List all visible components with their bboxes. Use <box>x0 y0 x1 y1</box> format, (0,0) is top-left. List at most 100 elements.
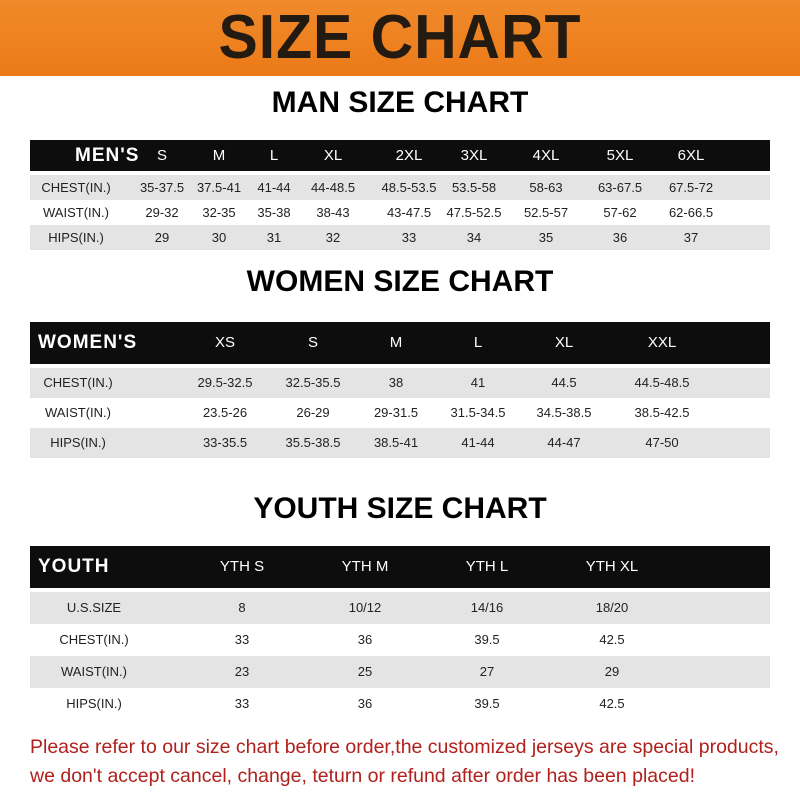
table-cell: 38-43 <box>316 205 350 220</box>
size-header: YTH S <box>219 558 265 575</box>
table-cell: 67.5-72 <box>668 180 714 195</box>
table-cell: 36 <box>357 696 373 711</box>
banner-title: SIZE CHART <box>218 3 582 72</box>
table-cell: 29-31.5 <box>373 405 419 420</box>
table-cell: 29-32 <box>145 205 179 220</box>
table-cell: 37.5-41 <box>196 180 242 195</box>
size-header: 6XL <box>677 147 705 164</box>
table-cell: 32 <box>325 230 341 245</box>
row-label: WAIST(IN.) <box>43 205 109 220</box>
row-label: HIPS(IN.) <box>48 230 104 245</box>
table-cell: 48.5-53.5 <box>381 180 437 195</box>
size-header: M <box>212 147 226 164</box>
table-cell: 52.5-57 <box>523 205 569 220</box>
table-cell: 42.5 <box>599 696 625 711</box>
table-cell: 36 <box>357 632 373 647</box>
table-row: WAIST(IN.) 23 25 27 29 <box>30 656 770 688</box>
table-cell: 26-29 <box>296 405 330 420</box>
women-title: WOMEN SIZE CHART <box>246 265 554 298</box>
size-header: S <box>156 147 168 164</box>
table-cell: 37 <box>683 230 699 245</box>
notice-line: Please refer to our size chart before or… <box>30 736 779 758</box>
table-cell: 63-67.5 <box>597 180 643 195</box>
size-header: 4XL <box>532 147 560 164</box>
table-cell: 8 <box>238 600 246 615</box>
size-header: L <box>269 147 279 164</box>
table-cell: 35.5-38.5 <box>285 435 341 450</box>
table-cell: 29.5-32.5 <box>197 375 253 390</box>
table-header-row: WOMEN'S XS S M L XL XXL <box>30 322 770 364</box>
table-header-row: YOUTH YTH S YTH M YTH L YTH XL <box>30 546 770 588</box>
table-cell: 30 <box>211 230 227 245</box>
table-title-cell: YOUTH <box>38 556 110 577</box>
table-cell: 33 <box>234 696 250 711</box>
table-cell: 35 <box>538 230 554 245</box>
size-header: XXL <box>647 334 677 351</box>
row-label: WAIST(IN.) <box>61 664 127 679</box>
table-cell: 31.5-34.5 <box>450 405 506 420</box>
table-cell: 47-50 <box>645 435 679 450</box>
row-label: U.S.SIZE <box>66 600 122 615</box>
table-cell: 38.5-42.5 <box>634 405 690 420</box>
table-cell: 29 <box>604 664 620 679</box>
size-header: YTH XL <box>585 558 639 575</box>
table-cell: 38.5-41 <box>373 435 419 450</box>
table-row: U.S.SIZE 8 10/12 14/16 18/20 <box>30 592 770 624</box>
table-cell: 33 <box>234 632 250 647</box>
size-header: XS <box>214 334 236 351</box>
table-row: WAIST(IN.) 29-32 32-35 35-38 38-43 43-47.5 47.… <box>30 200 770 225</box>
size-header: YTH L <box>465 558 509 575</box>
table-title-cell: WOMEN'S <box>38 332 138 353</box>
table-cell: 27 <box>479 664 495 679</box>
table-cell: 38 <box>388 375 404 390</box>
table-cell: 44.5 <box>551 375 577 390</box>
table-row: CHEST(IN.) 29.5-32.5 32.5-35.5 38 41 44.5 44.5… <box>30 368 770 398</box>
table-cell: 53.5-58 <box>451 180 497 195</box>
row-label: HIPS(IN.) <box>50 435 106 450</box>
table-cell: 25 <box>357 664 373 679</box>
size-header: M <box>389 334 403 351</box>
men-title: MAN SIZE CHART <box>271 86 529 119</box>
table-cell: 34 <box>466 230 482 245</box>
table-row: CHEST(IN.) 35-37.5 37.5-41 41-44 44-48.5 48.5… <box>30 175 770 200</box>
order-notice: Please refer to our size chart before or… <box>30 733 790 791</box>
size-header: 3XL <box>460 147 488 164</box>
table-cell: 35-37.5 <box>139 180 185 195</box>
size-header: XL <box>323 147 343 164</box>
table-cell: 44-48.5 <box>310 180 356 195</box>
table-cell: 34.5-38.5 <box>536 405 592 420</box>
table-title-cell: MEN'S <box>75 145 140 166</box>
table-cell: 23 <box>234 664 250 679</box>
table-row: WAIST(IN.) 23.5-26 26-29 29-31.5 31.5-34.5 34… <box>30 398 770 428</box>
table-cell: 35-38 <box>257 205 291 220</box>
table-cell: 10/12 <box>348 600 382 615</box>
row-label: CHEST(IN.) <box>59 632 129 647</box>
size-header: 2XL <box>395 147 423 164</box>
size-header: XL <box>554 334 574 351</box>
table-row: CHEST(IN.) 33 36 39.5 42.5 <box>30 624 770 656</box>
table-cell: 58-63 <box>529 180 563 195</box>
table-cell: 41-44 <box>257 180 291 195</box>
table-cell: 44-47 <box>547 435 581 450</box>
table-cell: 41 <box>470 375 486 390</box>
table-cell: 41-44 <box>461 435 495 450</box>
table-cell: 57-62 <box>603 205 637 220</box>
table-header-row: MEN'S S M L XL 2XL 3XL 4XL 5XL 6XL <box>30 140 770 171</box>
table-cell: 32-35 <box>202 205 236 220</box>
table-cell: 42.5 <box>599 632 625 647</box>
row-label: CHEST(IN.) <box>41 180 111 195</box>
table-cell: 39.5 <box>474 632 500 647</box>
table-cell: 62-66.5 <box>668 205 714 220</box>
size-header: S <box>307 334 319 351</box>
table-cell: 33 <box>401 230 417 245</box>
notice-line: we don't accept cancel, change, teturn o… <box>30 765 695 787</box>
table-row: HIPS(IN.) 33-35.5 35.5-38.5 38.5-41 41-44 44-… <box>30 428 770 458</box>
youth-title: YOUTH SIZE CHART <box>253 492 547 525</box>
row-label: CHEST(IN.) <box>43 375 113 390</box>
size-header: YTH M <box>341 558 389 575</box>
table-cell: 31 <box>266 230 282 245</box>
table-cell: 47.5-52.5 <box>446 205 502 220</box>
table-cell: 44.5-48.5 <box>634 375 690 390</box>
table-cell: 36 <box>612 230 628 245</box>
table-cell: 43-47.5 <box>386 205 432 220</box>
